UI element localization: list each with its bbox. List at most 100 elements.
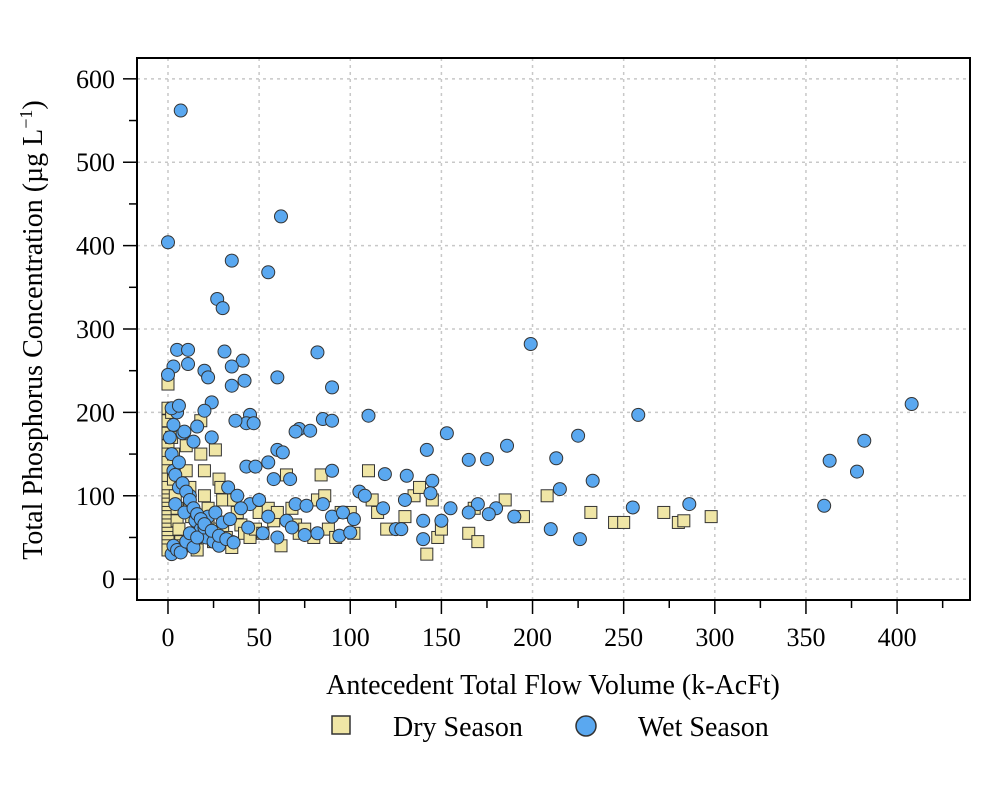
dry-season-point (413, 480, 427, 494)
wet-season-point (682, 497, 697, 512)
wet-season-point (284, 520, 299, 535)
wet-season-point (162, 430, 177, 445)
wet-season-point (201, 370, 216, 385)
wet-season-point (357, 488, 372, 503)
wet-season-point (399, 468, 414, 483)
dry-season-point (540, 489, 554, 503)
wet-season-point (171, 398, 186, 413)
y-tick-label: 100 (76, 482, 115, 511)
dry-season-point (194, 447, 208, 461)
wet-season-point (252, 492, 267, 507)
wet-season-point (168, 497, 183, 512)
y-tick-label: 600 (76, 65, 115, 94)
wet-season-point (549, 451, 564, 466)
wet-season-point (230, 488, 245, 503)
wet-season-point (197, 403, 212, 418)
dry-season-point (471, 535, 485, 549)
wet-season-point (275, 445, 290, 460)
wet-season-point (325, 463, 340, 478)
wet-season-point (173, 103, 188, 118)
wet-season-point (283, 472, 298, 487)
wet-season-point (479, 452, 494, 467)
wet-season-point (849, 464, 864, 479)
wet-season-point (585, 473, 600, 488)
wet-season-point (461, 452, 476, 467)
wet-season-point (224, 359, 239, 374)
dry-season-point (498, 493, 512, 507)
wet-season-point (248, 459, 263, 474)
x-tick-label: 50 (246, 623, 272, 652)
x-tick-label: 350 (786, 623, 825, 652)
wet-season-point (500, 438, 515, 453)
wet-season-point (261, 455, 276, 470)
wet-season-point (394, 522, 409, 537)
wet-season-point (552, 482, 567, 497)
x-axis: 0 50 100 150 200 250 300 350 400 (161, 600, 944, 652)
wet-season-point (235, 353, 250, 368)
y-tick-label: 500 (76, 148, 115, 177)
wet-season-point (160, 367, 175, 382)
y-axis-title-close: ) (18, 100, 49, 109)
y-axis-title-main: Total Phosphorus Concentration (µg L (18, 129, 49, 560)
y-axis-title-superscript: −1 (16, 110, 36, 129)
x-tick-label: 250 (604, 623, 643, 652)
wet-season-point (343, 525, 358, 540)
wet-season-point (181, 342, 196, 357)
wet-season-point (217, 344, 232, 359)
grid-lines (137, 58, 970, 600)
legend: Dry Season Wet Season (331, 712, 769, 743)
wet-season-point (222, 512, 237, 527)
wet-season-point (255, 526, 270, 541)
wet-season-point (335, 505, 350, 520)
wet-season-point (186, 434, 201, 449)
data-points (160, 103, 919, 562)
wet-season-point (241, 520, 256, 535)
series-wet-season (160, 103, 919, 562)
wet-season-point (224, 378, 239, 393)
wet-season-point (190, 530, 205, 545)
x-tick-label: 150 (422, 623, 461, 652)
wet-season-point (177, 424, 192, 439)
wet-season-point (461, 505, 476, 520)
wet-season-point (416, 532, 431, 547)
wet-season-point (204, 430, 219, 445)
x-tick-label: 100 (331, 623, 370, 652)
wet-season-point (346, 512, 361, 527)
wet-season-point (325, 413, 340, 428)
dry-season-point (677, 514, 691, 528)
y-axis: 0 100 200 300 400 500 600 (76, 65, 137, 594)
wet-season-point (299, 498, 314, 513)
dry-season-point (657, 505, 671, 519)
wet-season-point (270, 530, 285, 545)
wet-season-point (543, 522, 558, 537)
wet-season-point (237, 373, 252, 388)
wet-season-point (571, 428, 586, 443)
wet-season-point (246, 416, 261, 431)
wet-season-point (376, 501, 391, 516)
wet-season-point (377, 467, 392, 482)
wet-season-point (224, 253, 239, 268)
y-tick-label: 200 (76, 398, 115, 427)
wet-season-point (310, 526, 325, 541)
x-tick-label: 200 (513, 623, 552, 652)
wet-season-point (397, 492, 412, 507)
x-axis-title: Antecedent Total Flow Volume (k-AcFt) (326, 670, 780, 701)
wet-season-point (181, 357, 196, 372)
x-tick-label: 300 (695, 623, 734, 652)
wet-season-point (226, 535, 241, 550)
legend-wet-label: Wet Season (638, 712, 769, 743)
wet-season-point (325, 380, 340, 395)
wet-season-point (434, 513, 449, 528)
wet-season-point (425, 473, 440, 488)
wet-season-point (361, 408, 376, 423)
wet-season-point (261, 509, 276, 524)
wet-season-point (261, 265, 276, 280)
dry-season-point (197, 489, 211, 503)
wet-season-point (208, 505, 223, 520)
dry-season-point (704, 510, 718, 524)
y-axis-title: Total Phosphorus Concentration (µg L−1) (16, 100, 49, 560)
legend-wet-marker (575, 715, 597, 737)
wet-season-point (266, 472, 281, 487)
wet-season-point (215, 301, 230, 316)
